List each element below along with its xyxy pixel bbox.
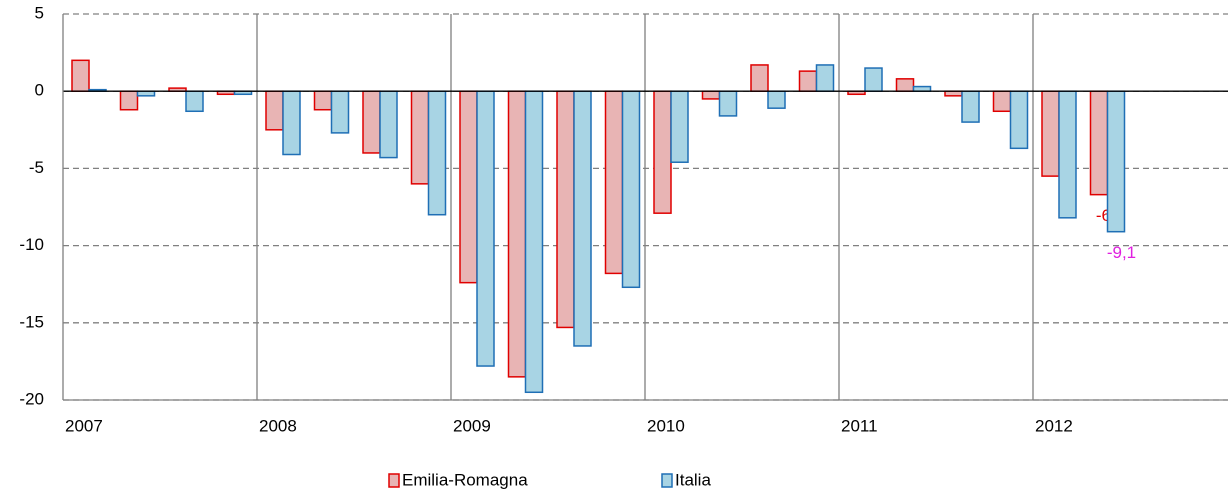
bar — [71, 59, 90, 92]
bar — [1106, 90, 1126, 233]
bar — [961, 90, 980, 123]
y-tick-label: -10 — [19, 235, 44, 254]
bar — [944, 90, 963, 97]
x-tick-label: 2011 — [841, 416, 878, 435]
legend-label: Italia — [675, 470, 711, 489]
bar — [427, 90, 447, 216]
bar — [265, 90, 284, 131]
bar — [507, 90, 527, 378]
bar — [864, 67, 883, 92]
x-tick-label: 2010 — [647, 416, 685, 435]
bar — [750, 64, 769, 92]
bar — [604, 90, 624, 275]
bar — [362, 90, 381, 154]
bar — [895, 78, 915, 92]
x-tick-label: 2007 — [65, 416, 103, 435]
bar — [1089, 90, 1109, 196]
x-tick-label: 2008 — [259, 416, 297, 435]
legend-swatch — [661, 473, 673, 488]
y-tick-label: 5 — [35, 3, 44, 22]
bar — [1041, 90, 1060, 177]
y-tick-label: 0 — [35, 81, 44, 100]
bar — [767, 90, 786, 109]
bar — [992, 90, 1012, 113]
data-label: -9,1 — [1107, 243, 1136, 262]
bar — [573, 90, 592, 347]
y-tick-label: -5 — [29, 158, 44, 177]
bar — [1009, 90, 1029, 150]
bar — [556, 90, 575, 329]
x-tick-label: 2009 — [453, 416, 491, 435]
bar — [459, 90, 478, 284]
bar — [912, 85, 932, 92]
bar — [313, 90, 333, 111]
bar — [282, 90, 301, 156]
y-tick-label: -20 — [19, 389, 44, 408]
bar — [185, 90, 204, 113]
bar — [410, 90, 430, 185]
bar — [476, 90, 495, 367]
bar — [136, 90, 156, 97]
bar — [621, 90, 641, 289]
bar — [653, 90, 672, 214]
bar — [718, 90, 738, 117]
bar — [524, 90, 544, 394]
bar — [330, 90, 350, 134]
legend-swatch — [388, 473, 400, 488]
bar — [379, 90, 398, 159]
bar — [1058, 90, 1077, 219]
bar — [815, 64, 835, 92]
bar — [670, 90, 689, 163]
bar — [701, 90, 721, 100]
bar — [119, 90, 139, 111]
x-tick-label: 2012 — [1035, 416, 1073, 435]
legend-label: Emilia-Romagna — [402, 470, 528, 489]
y-tick-label: -15 — [19, 312, 44, 331]
bar — [798, 70, 818, 92]
